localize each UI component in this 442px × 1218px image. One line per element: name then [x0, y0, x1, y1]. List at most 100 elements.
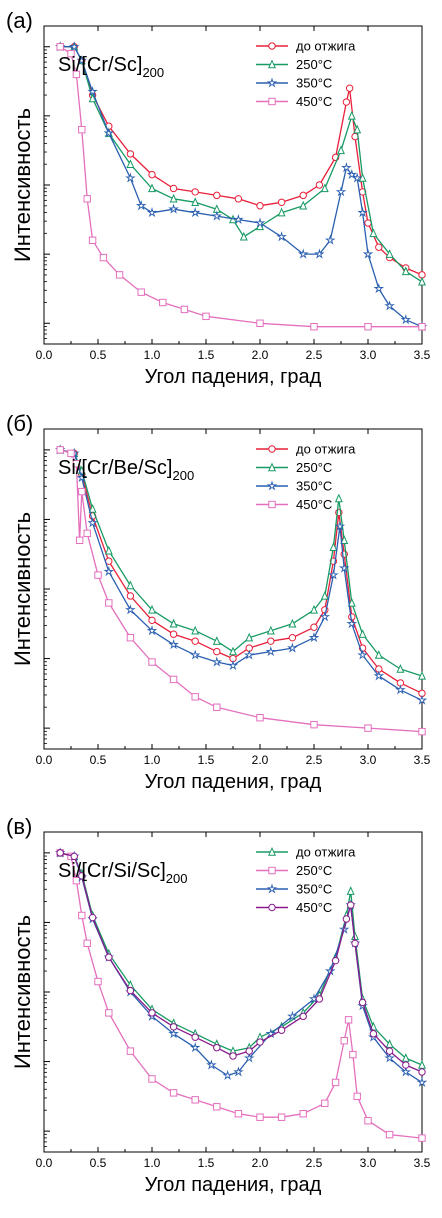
series-line	[60, 449, 423, 677]
data-point	[78, 125, 86, 134]
x-tick-label: 1.5	[198, 1156, 215, 1170]
legend-label: 250°C	[296, 863, 332, 878]
data-point	[105, 953, 113, 961]
data-point	[277, 198, 286, 206]
data-point	[180, 305, 189, 314]
data-point	[334, 520, 346, 531]
y-axis-label: Интенсивность	[10, 915, 35, 1069]
data-point	[67, 49, 75, 58]
data-point	[213, 647, 221, 656]
data-point	[385, 1130, 394, 1139]
data-point	[314, 248, 325, 259]
data-point	[400, 1066, 412, 1077]
data-point	[385, 249, 394, 258]
x-tick-label: 3.5	[414, 753, 431, 767]
data-point	[374, 650, 383, 659]
data-point	[344, 1016, 353, 1024]
legend-item-1: до отжига	[256, 442, 356, 457]
data-point	[401, 266, 410, 276]
x-tick-label: 3.0	[360, 1156, 377, 1170]
legend-label: 250°C	[296, 460, 332, 475]
data-point	[335, 186, 347, 197]
data-point	[148, 658, 156, 666]
data-point	[385, 1039, 394, 1048]
data-point	[125, 604, 136, 615]
data-point	[239, 231, 248, 241]
data-point	[342, 98, 351, 106]
data-point	[56, 43, 64, 51]
data-point	[265, 1028, 277, 1039]
panel-label: (а)	[6, 8, 33, 33]
data-point	[70, 852, 78, 861]
legend-swatch-marker	[266, 77, 278, 88]
x-axis-label: Угол падения, град	[145, 771, 322, 793]
data-point	[189, 207, 201, 218]
data-point	[416, 1076, 428, 1087]
data-point	[229, 1052, 237, 1060]
data-point	[400, 314, 412, 325]
data-point	[213, 1103, 221, 1111]
data-point	[331, 956, 340, 965]
data-point	[72, 70, 81, 79]
series-1	[56, 43, 426, 279]
data-point	[94, 571, 102, 579]
x-tick-label: 3.0	[360, 753, 377, 767]
legend-item-4: 450°C	[256, 497, 332, 512]
legend-label: 350°C	[296, 76, 332, 91]
legend-swatch-marker	[268, 59, 276, 69]
data-point	[347, 901, 355, 909]
legend-item-1: до отжига	[256, 845, 356, 860]
x-tick-label: 0.5	[90, 1156, 107, 1170]
data-point	[67, 449, 75, 458]
data-point	[83, 529, 91, 538]
data-point	[357, 649, 368, 660]
legend-swatch-marker	[266, 480, 278, 491]
legend-label: 350°C	[296, 479, 332, 494]
sample-title-subscript: 200	[166, 871, 188, 886]
data-point	[104, 545, 113, 555]
series-line	[60, 46, 423, 276]
data-point	[243, 649, 255, 660]
legend-swatch-marker	[268, 903, 276, 912]
data-point	[334, 493, 343, 503]
data-point	[299, 1012, 307, 1021]
legend-item-2: 250°C	[256, 57, 332, 72]
data-point	[87, 517, 98, 528]
data-point	[353, 124, 362, 134]
data-point	[351, 939, 359, 948]
data-point	[299, 200, 308, 210]
data-point	[68, 41, 80, 52]
data-point	[191, 625, 200, 635]
data-point	[115, 271, 124, 279]
x-tick-label: 0.5	[90, 753, 107, 767]
data-point	[148, 1009, 156, 1017]
sample-title: Si/[Cr/Sc]200	[58, 54, 164, 80]
data-point	[189, 649, 201, 660]
data-point	[320, 590, 329, 600]
data-point	[88, 236, 97, 245]
legend-label: 350°C	[296, 882, 332, 897]
data-point	[345, 84, 354, 92]
series-line	[60, 449, 423, 733]
series-line	[60, 852, 423, 1139]
data-point	[347, 110, 356, 120]
data-point	[299, 191, 307, 200]
data-point	[353, 1092, 361, 1101]
data-point	[346, 618, 358, 629]
data-point	[346, 168, 358, 180]
data-point	[265, 645, 277, 657]
data-point	[76, 54, 88, 66]
legend-item-3: 350°C	[256, 882, 332, 897]
data-point	[148, 604, 156, 614]
data-point	[245, 1047, 253, 1055]
data-point	[373, 283, 385, 294]
series-3	[54, 41, 428, 332]
legend-label: 450°C	[296, 900, 332, 915]
data-point	[56, 849, 64, 857]
data-point	[169, 184, 178, 193]
data-point	[338, 562, 350, 573]
data-point	[87, 86, 98, 97]
panel-label: (б)	[6, 411, 33, 436]
data-point	[256, 1038, 264, 1046]
series-3	[54, 444, 428, 705]
